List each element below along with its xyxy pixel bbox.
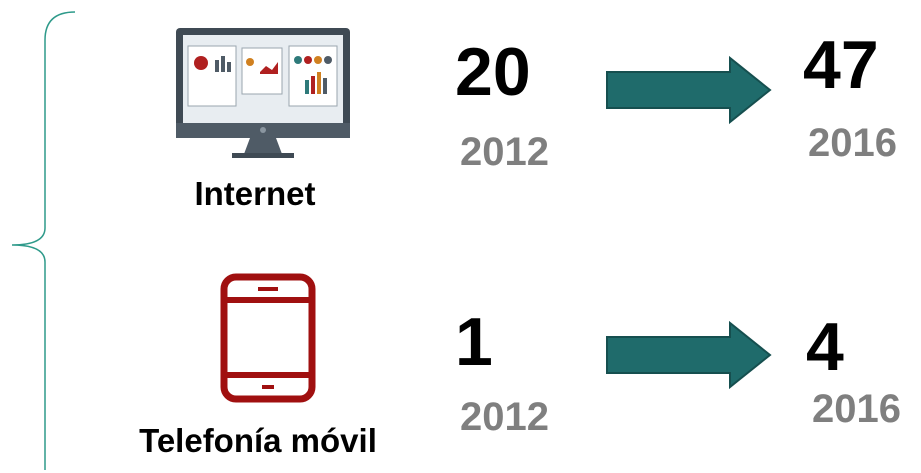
to-value: 4: [806, 309, 844, 385]
to-year: 2016: [808, 121, 897, 165]
arrow: [606, 320, 772, 390]
arrow: [606, 55, 772, 125]
monitor-icon: [176, 28, 350, 158]
from-value: 1: [455, 304, 493, 380]
from-year: 2012: [460, 395, 549, 439]
phone-icon: [220, 273, 316, 403]
row-label: Internet: [194, 175, 315, 212]
brace: [11, 11, 76, 470]
from-value: 20: [455, 34, 531, 110]
row-label: Telefonía móvil: [139, 422, 377, 459]
to-year: 2016: [812, 387, 901, 431]
to-value: 47: [803, 27, 879, 103]
from-year: 2012: [460, 130, 549, 174]
